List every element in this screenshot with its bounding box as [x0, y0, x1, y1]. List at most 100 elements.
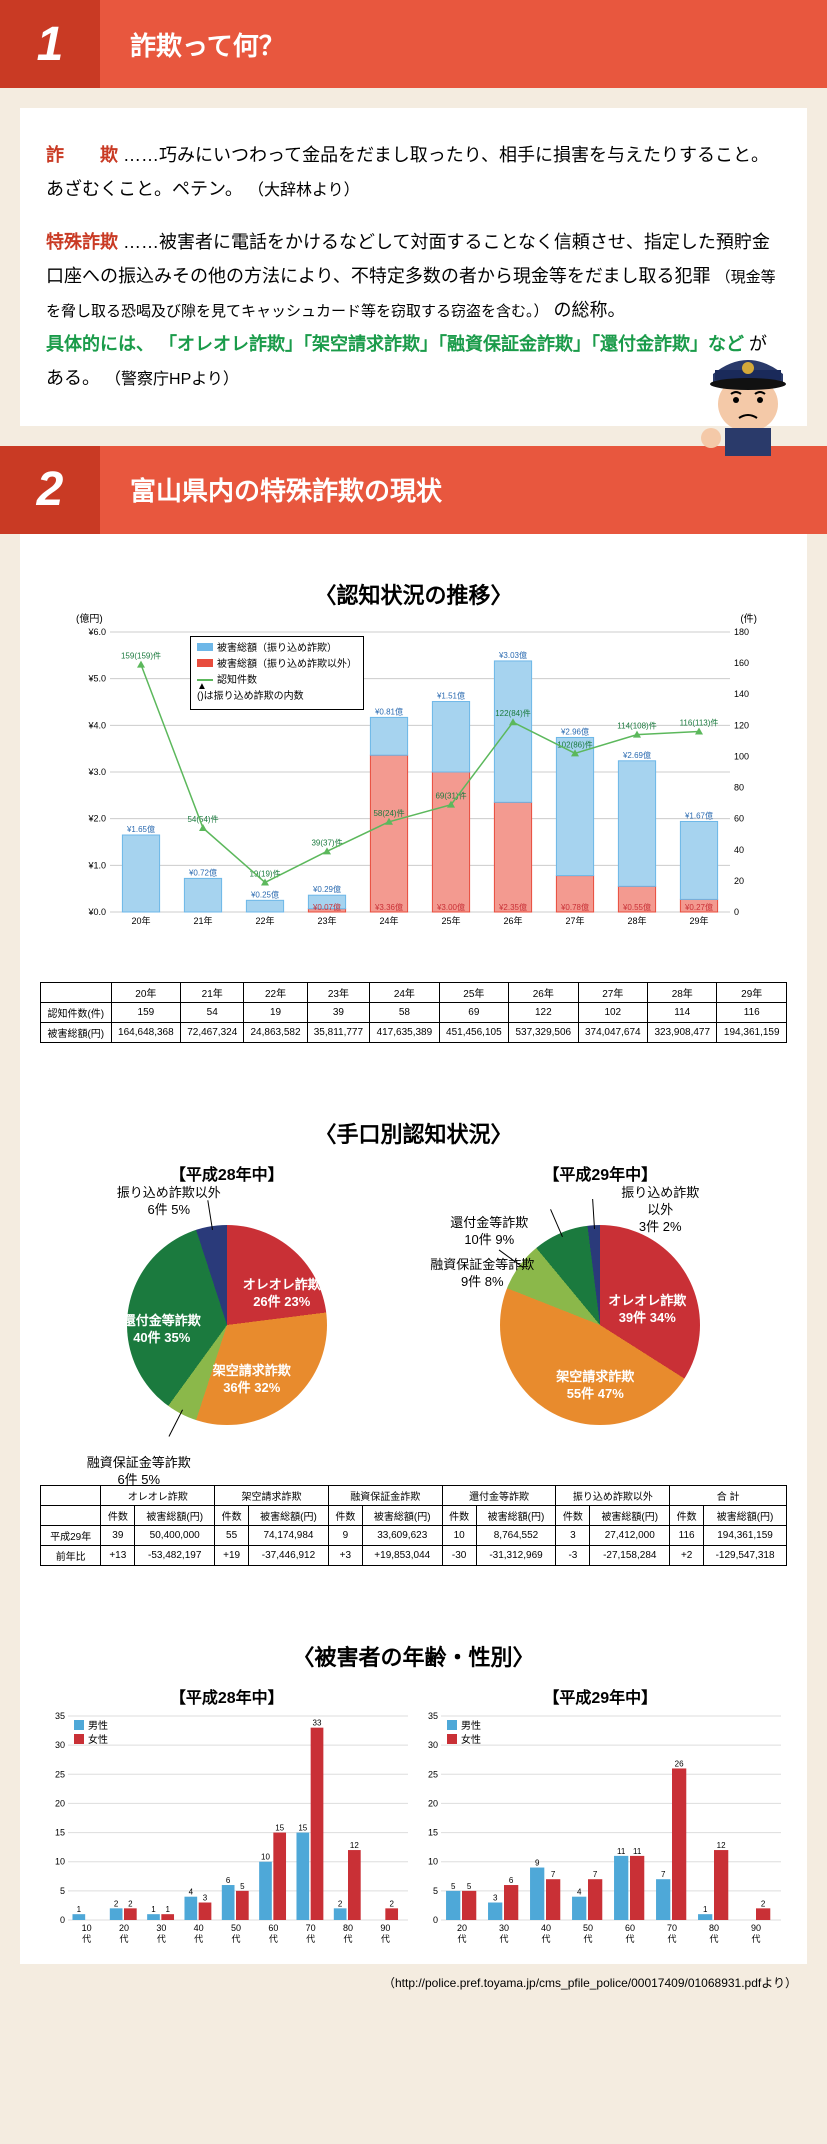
svg-text:5: 5 — [451, 1882, 456, 1891]
svg-text:60: 60 — [268, 1923, 278, 1933]
svg-text:代: 代 — [626, 1934, 635, 1944]
svg-text:¥3.36億: ¥3.36億 — [374, 902, 403, 912]
svg-text:7: 7 — [551, 1870, 556, 1879]
pie-right-wrap: 【平成29年中】 オレオレ詐欺39件 34%架空請求詐欺55件 47%融資保証金… — [414, 1161, 788, 1425]
svg-text:30: 30 — [156, 1923, 166, 1933]
svg-text:¥0.72億: ¥0.72億 — [188, 867, 217, 877]
svg-text:122(84)件: 122(84)件 — [495, 708, 531, 718]
svg-text:25: 25 — [428, 1769, 438, 1779]
svg-text:80: 80 — [734, 782, 744, 792]
pie-slice-label: オレオレ詐欺26件 23% — [237, 1277, 327, 1311]
svg-text:2: 2 — [114, 1899, 119, 1908]
svg-text:男性: 男性 — [461, 1719, 481, 1732]
svg-text:¥0.78億: ¥0.78億 — [560, 902, 589, 912]
svg-text:90: 90 — [380, 1923, 390, 1933]
svg-text:3: 3 — [203, 1893, 208, 1902]
bar-left: 【平成28年中】 05101520253035110代2220代1130代434… — [42, 1684, 412, 1944]
svg-text:代: 代 — [157, 1934, 166, 1944]
chart-1-area: 〈認知状況の推移〉 (億円) (件) ¥0.0¥1.0¥2.0¥3.0¥4.0¥… — [20, 534, 807, 1073]
svg-text:女性: 女性 — [88, 1733, 108, 1746]
svg-text:¥3.00億: ¥3.00億 — [436, 902, 465, 912]
svg-text:15: 15 — [298, 1823, 307, 1832]
svg-text:23年: 23年 — [317, 915, 336, 926]
svg-text:28年: 28年 — [627, 915, 646, 926]
pie-slice-label: 振り込め詐欺以外6件 5% — [117, 1185, 221, 1219]
svg-text:代: 代 — [542, 1934, 551, 1944]
def-sagi: 詐 欺 ……巧みにいつわって金品をだまし取ったり、相手に損害を与えたりすること。… — [46, 138, 781, 207]
svg-text:90: 90 — [751, 1923, 761, 1933]
pie-slice-label: 融資保証金等詐欺9件 8% — [430, 1257, 534, 1291]
svg-text:116(113)件: 116(113)件 — [680, 717, 719, 727]
svg-text:11: 11 — [633, 1847, 642, 1856]
svg-text:¥0.25億: ¥0.25億 — [250, 889, 279, 899]
term-tokushu: 特殊詐欺 — [46, 232, 118, 252]
svg-text:¥1.51億: ¥1.51億 — [436, 690, 465, 700]
svg-text:29年: 29年 — [689, 915, 708, 926]
svg-text:40: 40 — [541, 1923, 551, 1933]
svg-text:0: 0 — [734, 907, 739, 917]
svg-text:7: 7 — [593, 1870, 598, 1879]
svg-text:160: 160 — [734, 658, 749, 668]
chart-2-table: オレオレ詐欺架空請求詐欺融資保証金詐欺還付金等詐欺振り込め詐欺以外合 計件数被害… — [40, 1485, 787, 1566]
svg-text:25年: 25年 — [441, 915, 460, 926]
svg-text:¥2.0: ¥2.0 — [87, 813, 106, 823]
svg-text:30: 30 — [428, 1740, 438, 1750]
svg-text:30: 30 — [55, 1740, 65, 1750]
svg-text:代: 代 — [119, 1934, 128, 1944]
svg-text:159(159)件: 159(159)件 — [121, 650, 161, 660]
svg-text:33: 33 — [312, 1718, 321, 1727]
pie-slice-label: 還付金等詐欺10件 9% — [450, 1215, 528, 1249]
svg-text:¥3.03億: ¥3.03億 — [498, 650, 527, 660]
svg-text:1: 1 — [151, 1905, 156, 1914]
svg-text:50: 50 — [231, 1923, 241, 1933]
svg-text:¥5.0: ¥5.0 — [87, 673, 106, 683]
svg-text:26年: 26年 — [503, 915, 522, 926]
svg-text:3: 3 — [493, 1893, 498, 1902]
pie-left: オレオレ詐欺26件 23%架空請求詐欺36件 32%融資保証金等詐欺6件 5%還… — [127, 1225, 327, 1425]
svg-text:2: 2 — [338, 1899, 343, 1908]
svg-text:60: 60 — [625, 1923, 635, 1933]
svg-text:代: 代 — [710, 1934, 719, 1944]
svg-text:代: 代 — [752, 1934, 761, 1944]
svg-text:¥2.35億: ¥2.35億 — [498, 902, 527, 912]
svg-text:22年: 22年 — [255, 915, 274, 926]
svg-text:¥0.0: ¥0.0 — [87, 907, 106, 917]
bar-left-sub: 【平成28年中】 — [42, 1684, 412, 1708]
svg-text:5: 5 — [240, 1882, 245, 1891]
svg-text:¥2.96億: ¥2.96億 — [560, 726, 589, 736]
section-2-header: 2 富山県内の特殊詐欺の現状 — [0, 446, 827, 534]
svg-text:25: 25 — [55, 1769, 65, 1779]
svg-text:代: 代 — [343, 1934, 352, 1944]
pie-slice-label: 振り込め詐欺以外3件 2% — [620, 1185, 700, 1236]
svg-text:2: 2 — [128, 1899, 133, 1908]
svg-text:80: 80 — [709, 1923, 719, 1933]
chart-1-legend: 被害総額（振り込め詐欺） 被害総額（振り込め詐欺以外） ▲認知件数 ()は振り込… — [190, 636, 364, 710]
svg-text:1: 1 — [76, 1905, 81, 1914]
svg-text:1: 1 — [165, 1905, 170, 1914]
pie-slice-label: 架空請求詐欺36件 32% — [207, 1363, 297, 1397]
yunit-left: (億円) — [76, 610, 103, 625]
svg-text:代: 代 — [231, 1934, 240, 1944]
svg-text:男性: 男性 — [88, 1719, 108, 1732]
svg-text:7: 7 — [661, 1870, 666, 1879]
svg-text:代: 代 — [306, 1934, 315, 1944]
bar-right-sub: 【平成29年中】 — [415, 1684, 785, 1708]
svg-text:代: 代 — [381, 1934, 390, 1944]
svg-text:24年: 24年 — [379, 915, 398, 926]
chart-2-title: 〈手口別認知状況〉 — [40, 1117, 787, 1149]
svg-text:¥1.67億: ¥1.67億 — [684, 810, 713, 820]
chart-1-table: 20年21年22年23年24年25年26年27年28年29年認知件数(件)159… — [40, 982, 787, 1043]
svg-text:12: 12 — [717, 1841, 726, 1850]
svg-text:180: 180 — [734, 627, 749, 637]
svg-text:20年: 20年 — [131, 915, 150, 926]
svg-text:50: 50 — [583, 1923, 593, 1933]
chart-3-area: 〈被害者の年齢・性別〉 【平成28年中】 05101520253035110代2… — [20, 1596, 807, 1964]
section-1-header: 1 詐欺って何？ — [0, 0, 827, 88]
svg-text:69(31)件: 69(31)件 — [435, 790, 466, 800]
svg-text:¥2.69億: ¥2.69億 — [622, 750, 651, 760]
svg-text:9: 9 — [535, 1858, 540, 1867]
svg-text:代: 代 — [194, 1934, 203, 1944]
def-tokushu: 特殊詐欺 ……被害者に電話をかけるなどして対面することなく信頼させ、指定した預貯… — [46, 225, 781, 328]
svg-text:114(108)件: 114(108)件 — [617, 720, 656, 730]
term-sagi: 詐 欺 — [46, 145, 118, 165]
